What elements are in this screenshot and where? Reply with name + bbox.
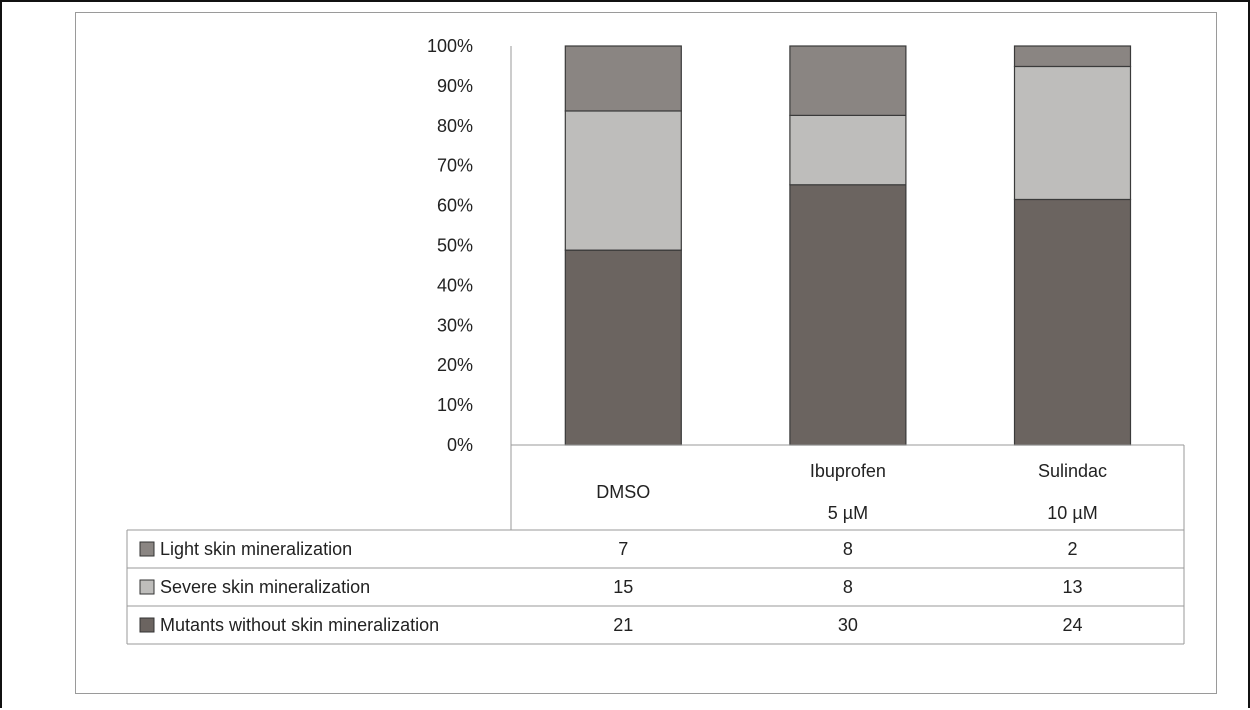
category-sublabel: 5 µM: [828, 503, 868, 523]
bar-segment-severe-skin-mineralization: [789, 114, 907, 186]
y-tick-label: 90%: [437, 76, 473, 96]
table-value: 8: [843, 539, 853, 559]
y-tick-label: 30%: [437, 315, 473, 335]
category-label: Sulindac: [1038, 461, 1107, 481]
legend-swatch: [139, 617, 155, 633]
legend-label: Severe skin mineralization: [160, 577, 370, 597]
bar-segment-mutants-without-skin-mineralization: [789, 184, 907, 446]
y-tick-label: 80%: [437, 116, 473, 136]
table-value: 24: [1062, 615, 1082, 635]
bar-segment-light-skin-mineralization: [789, 45, 907, 116]
y-tick-label: 70%: [437, 156, 473, 176]
y-tick-label: 100%: [427, 36, 473, 56]
bar-segment-severe-skin-mineralization: [564, 110, 682, 251]
table-value: 15: [613, 577, 633, 597]
table-value: 7: [618, 539, 628, 559]
category-label: DMSO: [596, 482, 650, 502]
bar-segment-light-skin-mineralization: [564, 45, 682, 112]
chart-area: [75, 12, 1217, 694]
y-tick-label: 40%: [437, 275, 473, 295]
table-value: 21: [613, 615, 633, 635]
y-tick-label: 10%: [437, 395, 473, 415]
bar-segment-severe-skin-mineralization: [1013, 65, 1132, 201]
y-tick-label: 20%: [437, 355, 473, 375]
legend-swatch: [139, 579, 155, 595]
bar-segment-mutants-without-skin-mineralization: [564, 249, 682, 446]
table-value: 13: [1062, 577, 1082, 597]
legend-swatch: [139, 541, 155, 557]
legend-label: Light skin mineralization: [160, 539, 352, 559]
y-tick-label: 60%: [437, 196, 473, 216]
category-sublabel: 10 µM: [1047, 503, 1097, 523]
bar-segment-light-skin-mineralization: [1013, 45, 1132, 68]
table-value: 8: [843, 577, 853, 597]
table-value: 2: [1067, 539, 1077, 559]
legend-label: Mutants without skin mineralization: [160, 615, 439, 635]
category-label: Ibuprofen: [810, 461, 886, 481]
bar-segment-mutants-without-skin-mineralization: [1013, 198, 1132, 446]
table-value: 30: [838, 615, 858, 635]
y-tick-label: 0%: [447, 435, 473, 455]
y-tick-label: 50%: [437, 236, 473, 256]
